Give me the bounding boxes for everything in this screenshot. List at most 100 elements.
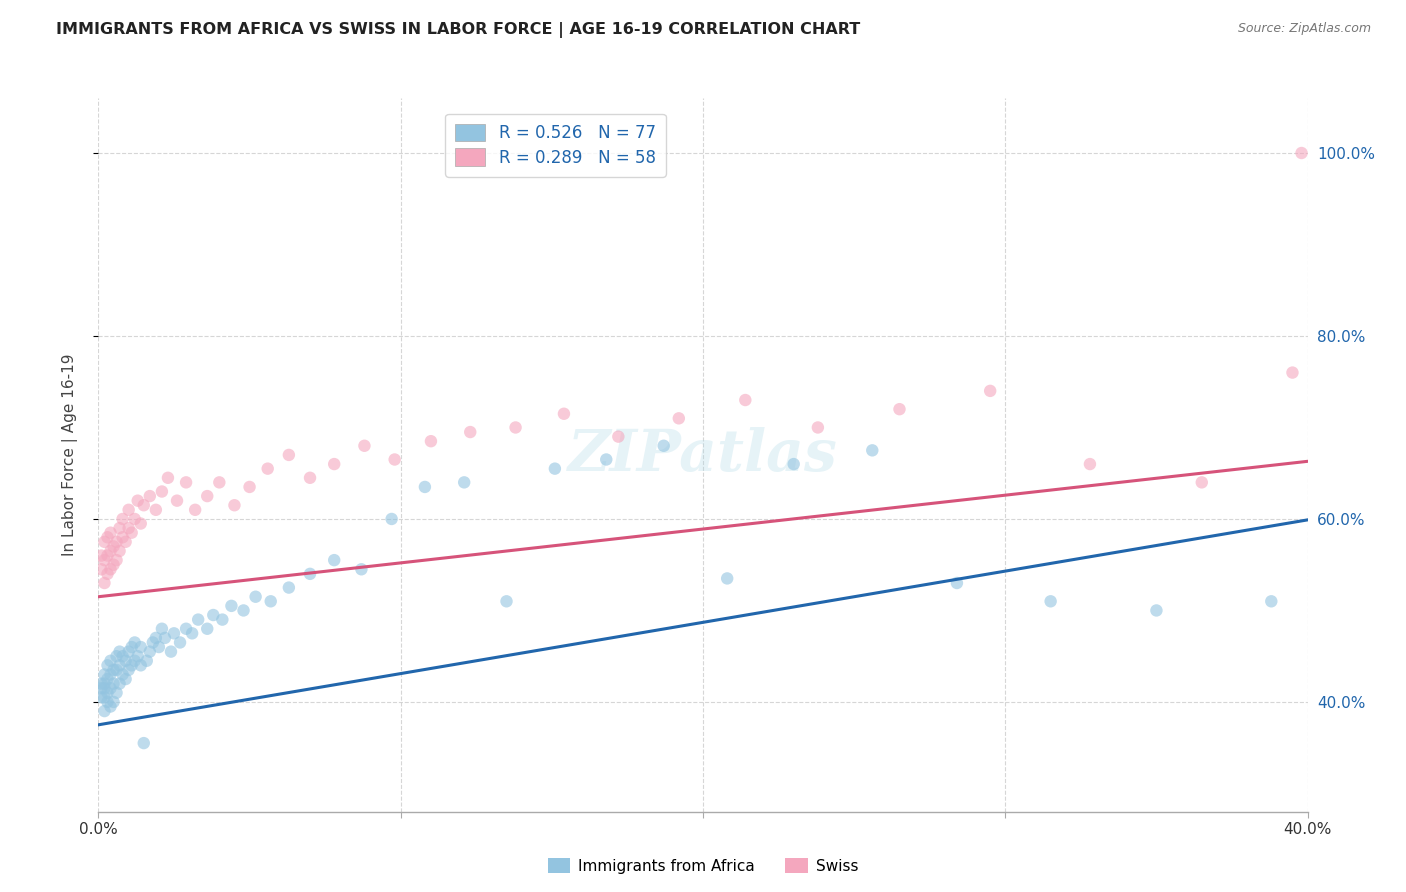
Point [716,571,738,585]
Point [453,475,475,490]
Point [256,461,278,475]
Text: ZIPatlas: ZIPatlas [568,426,838,483]
Point [90,690,112,705]
Point [163,626,186,640]
Point [1039,594,1062,608]
Point [174,475,197,490]
Point [169,635,191,649]
Point [139,645,162,659]
Point [381,512,404,526]
Point [100,681,122,696]
Point [277,448,299,462]
Legend: Immigrants from Africa, Swiss: Immigrants from Africa, Swiss [541,852,865,880]
Point [135,654,157,668]
Point [946,576,969,591]
Point [93,576,115,591]
Point [420,434,443,449]
Point [111,530,134,544]
Point [1144,603,1167,617]
Point [118,645,141,659]
Legend: R = 0.526   N = 77, R = 0.289   N = 58: R = 0.526 N = 77, R = 0.289 N = 58 [446,113,665,177]
Point [224,498,246,512]
Text: IMMIGRANTS FROM AFRICA VS SWISS IN LABOR FORCE | AGE 16-19 CORRELATION CHART: IMMIGRANTS FROM AFRICA VS SWISS IN LABOR… [56,22,860,38]
Point [108,676,131,690]
Point [221,599,243,613]
Point [100,544,122,558]
Point [187,613,209,627]
Point [124,635,146,649]
Point [181,626,204,640]
Point [90,549,112,563]
Point [239,480,262,494]
Point [93,690,115,705]
Point [105,649,128,664]
Point [121,640,143,654]
Point [277,581,299,595]
Point [96,549,118,563]
Point [1078,457,1101,471]
Text: Source: ZipAtlas.com: Source: ZipAtlas.com [1237,22,1371,36]
Point [129,658,152,673]
Point [979,384,1001,398]
Point [93,667,115,681]
Point [93,704,115,718]
Point [166,493,188,508]
Point [413,480,436,494]
Point [111,667,134,681]
Point [1260,594,1282,608]
Point [93,676,115,690]
Point [114,534,136,549]
Point [96,695,118,709]
Point [108,521,131,535]
Point [807,420,830,434]
Point [127,493,149,508]
Point [1191,475,1213,490]
Point [129,516,152,531]
Point [607,429,630,443]
Point [93,534,115,549]
Point [145,631,167,645]
Point [100,699,122,714]
Point [100,562,122,576]
Point [100,654,122,668]
Point [1281,366,1303,380]
Point [145,503,167,517]
Point [103,663,125,677]
Point [208,475,231,490]
Point [108,645,131,659]
Point [121,658,143,673]
Point [118,521,141,535]
Point [350,562,373,576]
Point [323,457,346,471]
Point [260,594,283,608]
Point [90,562,112,576]
Point [118,503,141,517]
Point [184,503,207,517]
Point [132,736,155,750]
Point [595,452,617,467]
Y-axis label: In Labor Force | Age 16-19: In Labor Force | Age 16-19 [62,353,77,557]
Point [96,566,118,581]
Point [124,654,146,668]
Point [108,658,131,673]
Point [105,534,128,549]
Point [139,489,162,503]
Point [734,392,756,407]
Point [96,672,118,686]
Point [160,645,183,659]
Point [96,658,118,673]
Point [1291,146,1313,161]
Point [93,553,115,567]
Point [232,603,254,617]
Point [108,544,131,558]
Point [652,439,675,453]
Point [96,686,118,700]
Point [93,681,115,696]
Point [111,649,134,664]
Point [103,676,125,690]
Point [103,540,125,554]
Point [495,594,517,608]
Point [153,631,176,645]
Point [103,558,125,572]
Point [129,640,152,654]
